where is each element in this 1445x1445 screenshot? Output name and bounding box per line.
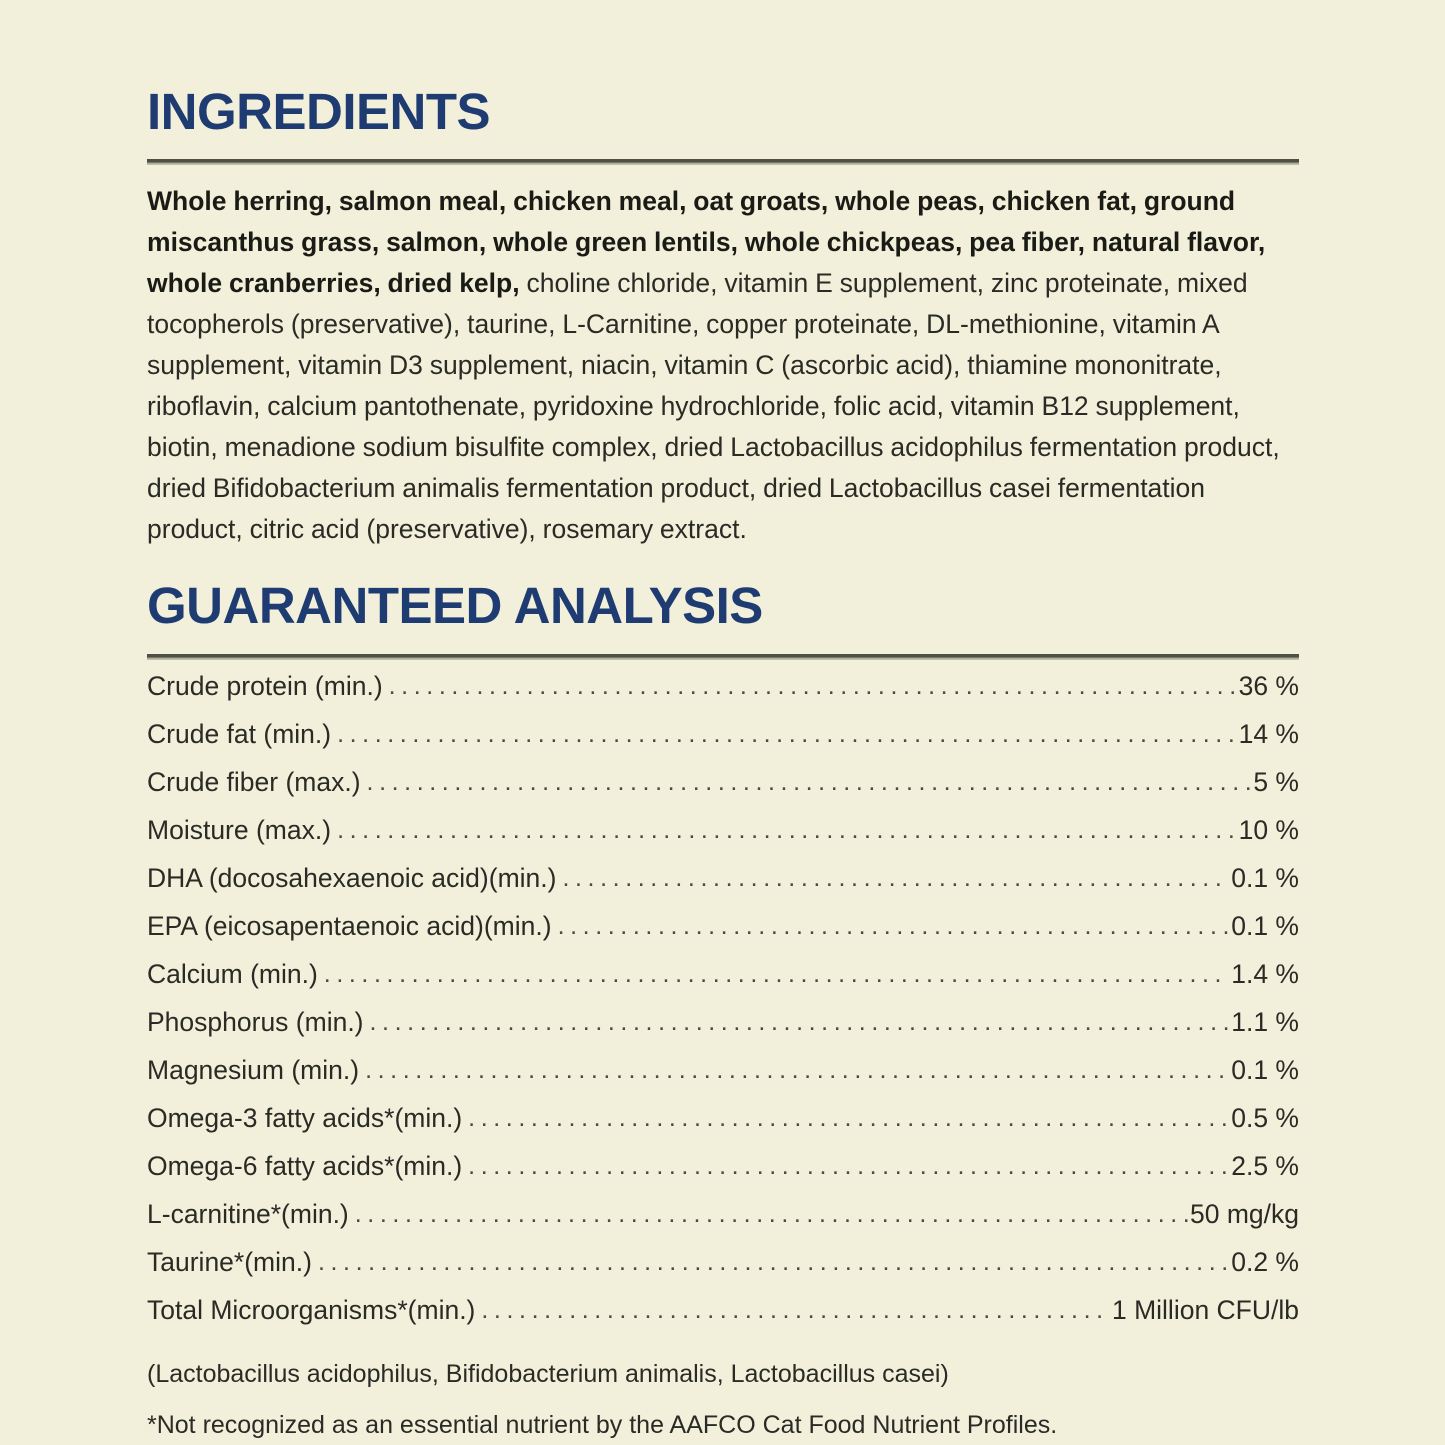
nutrient-value: 0.1 %	[1231, 911, 1299, 941]
nutrient-label: Taurine*(min.)	[147, 1247, 312, 1277]
guaranteed-analysis-row: Omega-3 fatty acids*(min.)..............…	[147, 1103, 1299, 1151]
leader-dots: ........................................…	[365, 1056, 1229, 1084]
nutrient-value: 0.1 %	[1231, 863, 1299, 893]
ingredients-section-header: INGREDIENTS	[147, 0, 1299, 137]
leader-dots: ........................................…	[562, 864, 1230, 892]
guaranteed-analysis-row: Omega-6 fatty acids*(min.)..............…	[147, 1151, 1299, 1199]
guaranteed-analysis-row: DHA (docosahexaenoic acid)(min.)........…	[147, 863, 1299, 911]
leader-dots: ........................................…	[366, 768, 1252, 796]
nutrient-value: 0.2 %	[1231, 1247, 1299, 1277]
ingredients-divider-wrap	[147, 137, 1299, 165]
nutrient-label: Omega-6 fatty acids*(min.)	[147, 1151, 463, 1181]
guaranteed-analysis-table: Crude protein (min.)....................…	[147, 660, 1299, 1343]
nutrient-value: 36 %	[1238, 671, 1299, 701]
guaranteed-analysis-notes: (Lactobacillus acidophilus, Bifidobacter…	[147, 1343, 1299, 1445]
guaranteed-analysis-row: Crude fiber (max.)......................…	[147, 767, 1299, 815]
leader-dots: ........................................…	[337, 720, 1237, 748]
guaranteed-analysis-note: *Not recognized as an essential nutrient…	[147, 1411, 1058, 1439]
ingredients-rest-text: choline chloride, vitamin E supplement, …	[147, 268, 1280, 544]
guaranteed-analysis-row: Phosphorus (min.).......................…	[147, 1007, 1299, 1055]
leader-dots: ........................................…	[369, 1008, 1230, 1036]
leader-dots: ........................................…	[337, 816, 1237, 844]
nutrient-label: L-carnitine*(min.)	[147, 1199, 349, 1229]
guaranteed-analysis-section-header: GUARANTEED ANALYSIS	[147, 550, 1299, 631]
guaranteed-analysis-divider	[147, 654, 1299, 660]
guaranteed-analysis-row: Magnesium (min.)........................…	[147, 1055, 1299, 1103]
nutrient-value: 1 Million CFU/lb	[1111, 1295, 1299, 1325]
guaranteed-analysis-row: L-carnitine*(min.)......................…	[147, 1199, 1299, 1247]
nutrient-value: 5 %	[1253, 767, 1299, 797]
ingredients-paragraph: Whole herring, salmon meal, chicken meal…	[147, 165, 1299, 550]
nutrient-label: Crude fiber (max.)	[147, 767, 361, 797]
nutrient-label: DHA (docosahexaenoic acid)(min.)	[147, 863, 557, 893]
nutrient-value: 0.5 %	[1231, 1103, 1299, 1133]
guaranteed-analysis-row: Moisture (max.).........................…	[147, 815, 1299, 863]
leader-dots: ........................................…	[323, 960, 1229, 988]
nutrient-label: Calcium (min.)	[147, 959, 318, 989]
label-content: INGREDIENTS Whole herring, salmon meal, …	[147, 0, 1299, 1445]
ingredients-lead-text: Whole herring, salmon meal, chicken meal…	[147, 186, 1266, 298]
ingredients-heading: INGREDIENTS	[147, 83, 491, 140]
guaranteed-analysis-row: Taurine*(min.)..........................…	[147, 1247, 1299, 1295]
guaranteed-analysis-row: Calcium (min.)..........................…	[147, 959, 1299, 1007]
nutrient-label: Moisture (max.)	[147, 815, 332, 845]
leader-dots: ........................................…	[317, 1248, 1229, 1276]
nutrient-label: Total Microorganisms*(min.)	[147, 1295, 476, 1325]
guaranteed-analysis-row: EPA (eicosapentaenoic acid)(min.).......…	[147, 911, 1299, 959]
nutrient-value: 1.4 %	[1231, 959, 1299, 989]
nutrient-label: EPA (eicosapentaenoic acid)(min.)	[147, 911, 552, 941]
nutrient-value: 14 %	[1238, 719, 1299, 749]
guaranteed-analysis-row: Total Microorganisms*(min.).............…	[147, 1295, 1299, 1343]
leader-dots: ........................................…	[557, 912, 1230, 940]
nutrient-label: Crude fat (min.)	[147, 719, 332, 749]
guaranteed-analysis-divider-wrap	[147, 631, 1299, 660]
leader-dots: ........................................…	[388, 672, 1237, 700]
leader-dots: ........................................…	[354, 1200, 1188, 1228]
nutrient-label: Crude protein (min.)	[147, 671, 383, 701]
guaranteed-analysis-row: Crude protein (min.)....................…	[147, 671, 1299, 719]
leader-dots: ........................................…	[468, 1152, 1230, 1180]
nutrient-label: Magnesium (min.)	[147, 1055, 360, 1085]
nutrient-value: 2.5 %	[1231, 1151, 1299, 1181]
nutrient-value: 50 mg/kg	[1189, 1199, 1299, 1229]
nutrient-value: 1.1 %	[1231, 1007, 1299, 1037]
guaranteed-analysis-heading: GUARANTEED ANALYSIS	[147, 577, 763, 634]
nutrient-value: 10 %	[1238, 815, 1299, 845]
nutrient-label: Omega-3 fatty acids*(min.)	[147, 1103, 463, 1133]
guaranteed-analysis-row: Crude fat (min.)........................…	[147, 719, 1299, 767]
ingredients-divider	[147, 159, 1299, 165]
leader-dots: ........................................…	[468, 1104, 1230, 1132]
guaranteed-analysis-note: (Lactobacillus acidophilus, Bifidobacter…	[147, 1360, 949, 1388]
leader-dots: ........................................…	[481, 1296, 1110, 1324]
nutrient-label: Phosphorus (min.)	[147, 1007, 364, 1037]
nutrient-value: 0.1 %	[1231, 1055, 1299, 1085]
